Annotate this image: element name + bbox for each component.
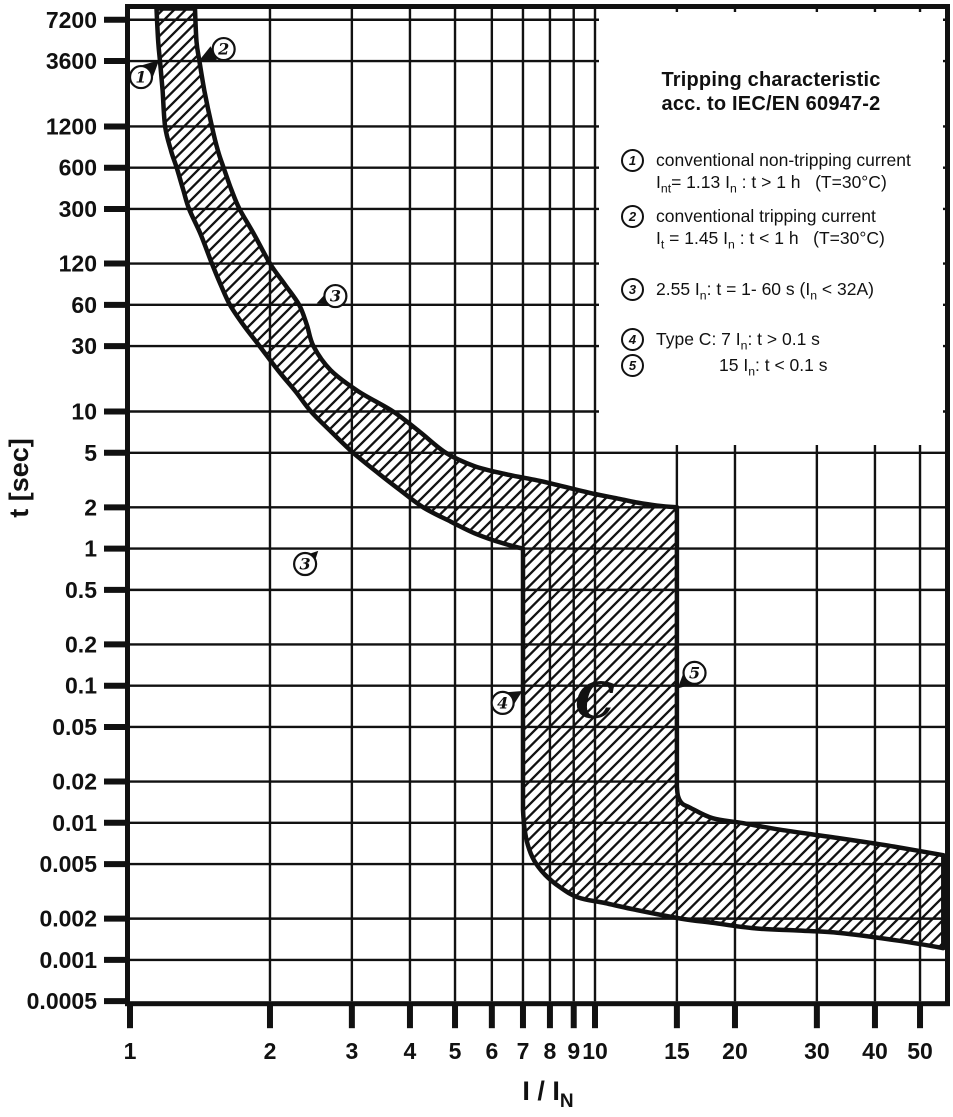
marker-2: 2: [199, 36, 236, 62]
legend-title: Tripping characteristic acc. to IEC/EN 6…: [599, 12, 943, 116]
legend-item-text: conventional non-tripping current Int= 1.…: [656, 150, 911, 196]
tick-label-y-30: 30: [71, 333, 97, 359]
marker-3: 3: [316, 283, 348, 309]
ticks: [104, 16, 924, 1029]
tick-label-y-0.02: 0.02: [52, 769, 97, 795]
tick-label-x-1: 1: [124, 1038, 137, 1064]
marker-number: 3: [330, 287, 341, 306]
tick-label-y-0.01: 0.01: [52, 810, 97, 836]
marker-arrow-icon: [141, 60, 160, 77]
legend-item-number: 2: [621, 205, 644, 228]
tick-label-y-300: 300: [59, 196, 97, 222]
tick-label-y-0.001: 0.001: [39, 947, 97, 973]
tick-label-y-0.5: 0.5: [65, 577, 97, 603]
tick-label-y-1200: 1200: [46, 113, 97, 139]
legend-title-line1: Tripping characteristic: [661, 69, 881, 91]
tick-label-x-2: 2: [264, 1038, 277, 1064]
legend-item-2: 2 conventional tripping current It = 1.45 …: [621, 205, 885, 252]
marker-circle: [682, 660, 707, 685]
curve-type-label: C: [575, 671, 615, 730]
legend-item-text: 15 In: t < 0.1 s: [719, 355, 828, 379]
marker-number: 2: [217, 40, 229, 59]
tick-label-x-20: 20: [722, 1038, 748, 1064]
tick-label-y-0.005: 0.005: [39, 851, 97, 877]
legend-item-text: conventional tripping current It = 1.45 I…: [656, 206, 885, 252]
marker-number: 5: [689, 663, 700, 682]
tick-label-x-30: 30: [804, 1038, 830, 1064]
marker-circle: [293, 551, 318, 577]
tick-label-x-4: 4: [404, 1038, 417, 1064]
x-axis-title: I / IN: [522, 1076, 573, 1112]
tick-label-y-3600: 3600: [46, 48, 97, 74]
tick-label-x-7: 7: [517, 1038, 530, 1064]
y-axis-title: t [sec]: [4, 438, 34, 518]
legend-item-number: 4: [621, 328, 644, 351]
tick-label-y-0.0005: 0.0005: [27, 988, 98, 1014]
tick-label-y-120: 120: [59, 251, 97, 277]
legend-item-number: 1: [621, 149, 644, 172]
legend-item-number: 5: [621, 354, 644, 377]
marker-1: 1: [128, 60, 160, 90]
tick-label-x-40: 40: [862, 1038, 888, 1064]
tick-label-x-3: 3: [345, 1038, 358, 1064]
tick-label-y-1: 1: [84, 536, 97, 562]
marker-circle: [490, 690, 515, 716]
tick-label-y-5: 5: [84, 440, 97, 466]
tripping-band: [154, 6, 946, 951]
marker-5: 5: [677, 660, 707, 689]
marker-circle: [323, 283, 348, 309]
tick-label-x-8: 8: [544, 1038, 557, 1064]
marker-number: 3: [300, 555, 311, 574]
legend-item-3: 3 2.55 In: t = 1- 60 s (In < 32A): [621, 278, 874, 303]
legend-box: Tripping characteristic acc. to IEC/EN 6…: [599, 12, 943, 445]
legend-item-1: 1 conventional non-tripping current Int= 1…: [621, 149, 911, 196]
tick-label-x-5: 5: [449, 1038, 462, 1064]
tick-label-x-10: 10: [582, 1038, 608, 1064]
tick-label-y-0.002: 0.002: [39, 906, 97, 932]
tick-label-x-50: 50: [907, 1038, 933, 1064]
marker-4: 4: [490, 690, 523, 716]
marker-circle: [128, 64, 154, 90]
marker-number: 1: [135, 68, 146, 87]
tick-label-y-0.05: 0.05: [52, 714, 97, 740]
tick-label-x-15: 15: [664, 1038, 690, 1064]
tick-label-y-600: 600: [59, 155, 97, 181]
tick-label-y-7200: 7200: [46, 7, 97, 33]
tick-label-y-10: 10: [71, 399, 97, 425]
tick-labels: 7200360012006003001206030105210.50.20.10…: [27, 7, 933, 1064]
legend-item-text: 2.55 In: t = 1- 60 s (In < 32A): [656, 279, 874, 303]
legend-item-number: 3: [621, 278, 644, 301]
legend-title-line2: acc. to IEC/EN 60947-2: [661, 93, 881, 115]
tick-label-x-6: 6: [485, 1038, 498, 1064]
marker-number: 4: [497, 693, 508, 712]
marker-3: 3: [293, 550, 319, 577]
marker-arrow-icon: [199, 46, 218, 61]
tick-label-y-60: 60: [71, 292, 97, 318]
legend-item-4: 4 Type C: 7 In: t > 0.1 s: [621, 328, 820, 353]
tick-label-y-0.2: 0.2: [65, 631, 97, 657]
marker-circle: [211, 36, 236, 62]
legend-item-5: 5 15 In: t < 0.1 s: [621, 354, 828, 379]
tick-label-y-2: 2: [84, 494, 97, 520]
tick-label-y-0.1: 0.1: [65, 673, 97, 699]
tick-label-x-9: 9: [567, 1038, 580, 1064]
legend-item-text: Type C: 7 In: t > 0.1 s: [656, 329, 820, 353]
